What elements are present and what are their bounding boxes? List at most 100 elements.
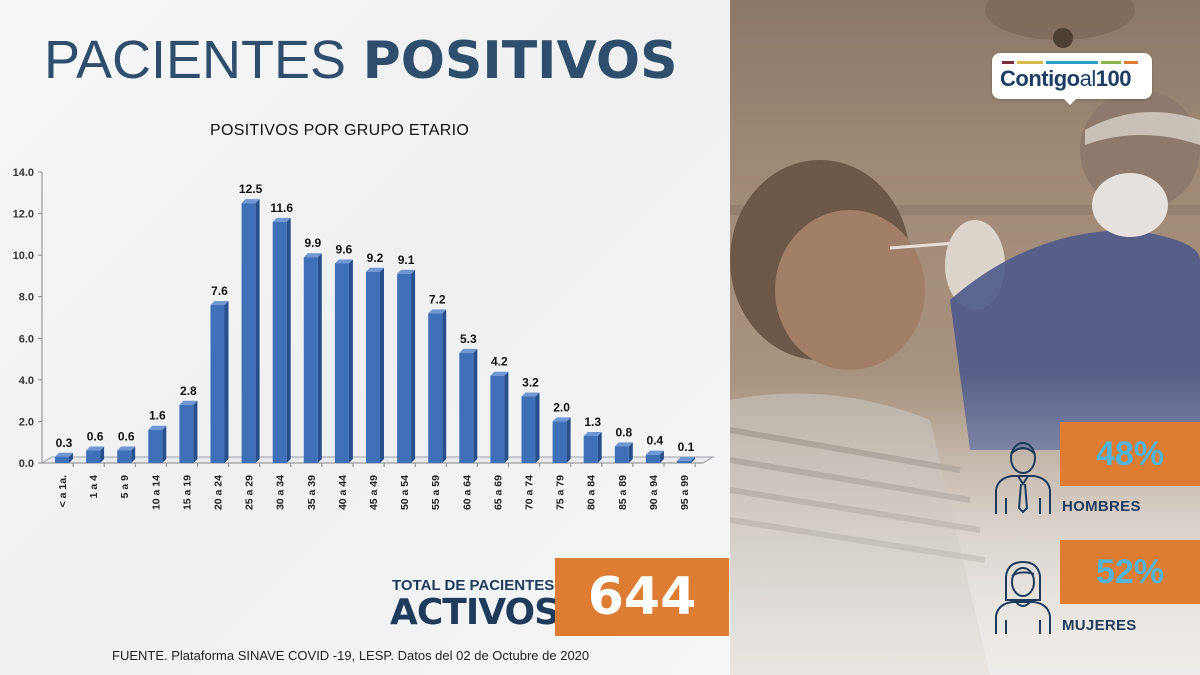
bar-top: [521, 392, 540, 397]
bar: [677, 460, 691, 463]
women-percent-box: 52%: [1060, 540, 1200, 604]
bar-value-label: 9.1: [398, 253, 415, 267]
bar-side: [162, 425, 167, 463]
x-category-label: 60 a 64: [461, 475, 473, 510]
bar-top: [397, 269, 416, 274]
bar-value-label: 0.3: [56, 436, 73, 450]
bar: [583, 435, 598, 463]
bar: [428, 313, 443, 463]
woman-icon: [995, 560, 1051, 634]
bar-top: [366, 267, 384, 272]
x-category-label: 30 a 34: [275, 475, 287, 510]
bar-value-label: 0.1: [678, 440, 695, 454]
man-icon: [995, 442, 1051, 514]
x-category-label: 15 a 19: [181, 475, 193, 510]
bar-value-label: 7.6: [211, 284, 228, 298]
bar: [334, 263, 349, 463]
x-category-label: 85 a 89: [617, 475, 629, 510]
total-value-box: 644: [555, 558, 729, 636]
bar-side: [597, 431, 602, 463]
x-category-label: 45 a 49: [368, 475, 380, 510]
bar-top: [552, 417, 571, 422]
bar-value-label: 9.6: [336, 242, 353, 256]
bar: [303, 257, 318, 463]
bar-chart: 0.0 2.0 4.0 6.0 8.0 10.0 12.0 14.0 0.3 < a 1a. 0.6…: [13, 167, 715, 510]
bar: [148, 429, 163, 463]
x-category-label: 75 a 79: [555, 475, 567, 510]
bar-top: [583, 431, 602, 436]
logo-bar: [1017, 61, 1043, 64]
bar: [86, 450, 101, 463]
bar: [521, 396, 536, 463]
bar: [645, 454, 660, 463]
bar-top: [272, 217, 291, 222]
bar-side: [348, 259, 353, 463]
bar-value-label: 11.6: [270, 201, 293, 215]
logo-text: Contigoal100: [1000, 66, 1131, 91]
bar-side: [628, 442, 633, 463]
men-label: HOMBRES: [1062, 498, 1141, 515]
bar: [210, 305, 225, 463]
logo-bar: [1101, 61, 1121, 64]
logo-color-bars: [1002, 61, 1138, 64]
bar: [179, 404, 194, 463]
bar-side: [100, 446, 105, 463]
x-category-label: 10 a 14: [150, 475, 162, 510]
total-big-label: ACTIVOS: [390, 592, 560, 633]
y-tick-label: 12.0: [13, 209, 34, 221]
bar-top: [117, 446, 136, 451]
bar: [117, 450, 132, 463]
bar-side: [442, 309, 447, 463]
bar-value-label: 9.9: [304, 236, 321, 250]
bar-side: [193, 400, 198, 463]
bar-value-label: 9.2: [367, 251, 384, 265]
bar: [272, 221, 287, 463]
x-category-label: 55 a 59: [430, 475, 442, 510]
y-tick-label: 2.0: [19, 416, 34, 428]
bar-top: [334, 259, 353, 264]
x-category-label: < a 1a.: [57, 475, 69, 507]
x-category-label: 5 a 9: [119, 475, 131, 499]
y-tick-label: 0.0: [19, 458, 34, 470]
bar: [552, 421, 567, 463]
bar: [366, 271, 380, 463]
x-category-label: 1 a 4: [88, 475, 100, 499]
bar-side: [224, 301, 229, 463]
bar-value-label: 0.4: [647, 434, 664, 448]
bar-side: [504, 371, 509, 463]
bar-value-label: 0.8: [615, 425, 632, 439]
bar-side: [255, 199, 260, 463]
bar-side: [473, 348, 478, 463]
bar-value-label: 2.0: [553, 400, 570, 414]
chart-title: POSITIVOS POR GRUPO ETARIO: [210, 122, 470, 139]
bar-side: [69, 452, 73, 463]
bar: [397, 273, 412, 463]
bar-top: [210, 301, 229, 306]
bar: [459, 352, 474, 463]
title-bold: POSITIVOS: [362, 31, 678, 91]
bar-value-label: 0.6: [87, 430, 104, 444]
women-label: MUJERES: [1062, 617, 1137, 634]
x-category-label: 65 a 69: [492, 475, 504, 510]
x-category-label: 35 a 39: [306, 475, 318, 510]
bar-top: [459, 348, 478, 353]
bar-side: [411, 269, 416, 463]
contigo-al-100-logo: Contigoal100: [992, 53, 1152, 105]
bar-top: [55, 452, 73, 457]
bar-value-label: 2.8: [180, 384, 197, 398]
x-category-label: 50 a 54: [399, 475, 411, 510]
bar-value-label: 5.3: [460, 332, 477, 346]
bar-value-label: 7.2: [429, 292, 446, 306]
men-percent-box: 48%: [1060, 422, 1200, 486]
x-category-label: 70 a 74: [524, 475, 536, 510]
bar-value-label: 1.3: [584, 415, 601, 429]
y-tick-label: 8.0: [19, 292, 34, 304]
bar-top: [86, 446, 105, 451]
bar-side: [131, 446, 136, 463]
bar-side: [535, 392, 540, 463]
bar-top: [677, 456, 695, 461]
bar-side: [691, 456, 695, 463]
bar-side: [286, 217, 291, 463]
y-tick-label: 4.0: [19, 375, 34, 387]
bar-value-label: 0.6: [118, 430, 135, 444]
